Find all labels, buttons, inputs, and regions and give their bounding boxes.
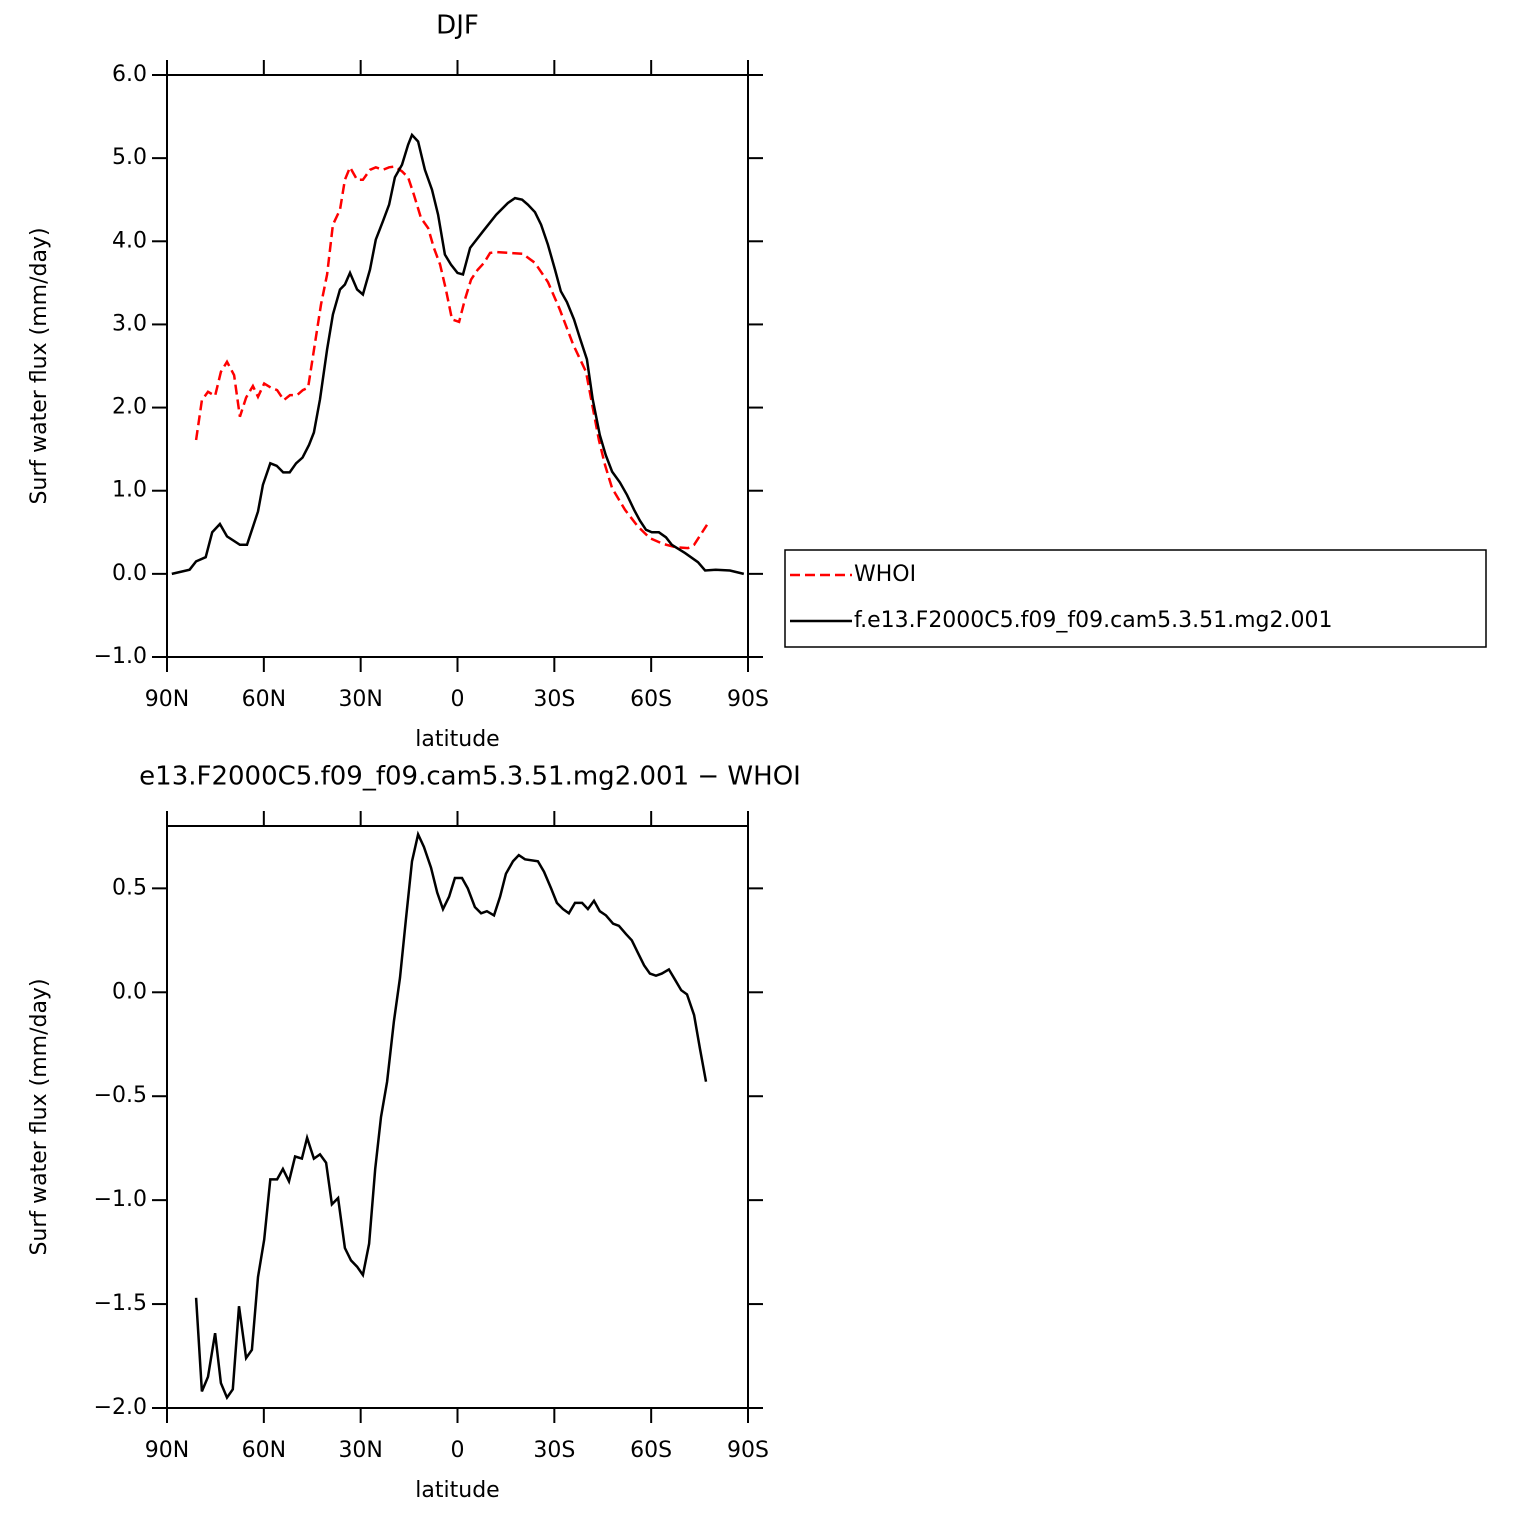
y-tick-label: 1.0: [112, 478, 147, 503]
x-tick-label: 30S: [533, 687, 575, 712]
x-tick-label: 30N: [338, 687, 382, 712]
legend-box: [784, 549, 1487, 648]
y-tick-label: 2.0: [112, 395, 147, 420]
x-tick-label: 60N: [242, 687, 286, 712]
y-tick-label: −1.0: [94, 644, 147, 669]
x-axis-label: latitude: [415, 1478, 499, 1503]
legend-label: f.e13.F2000C5.f09_f09.cam5.3.51.mg2.001: [854, 608, 1332, 633]
x-tick-label: 60S: [630, 1438, 672, 1463]
x-tick-label: 0: [451, 1438, 465, 1463]
y-tick-label: −1.0: [94, 1187, 147, 1212]
x-tick-label: 90N: [145, 1438, 189, 1463]
y-axis-label: Surf water flux (mm/day): [27, 978, 52, 1255]
data-line: [194, 164, 709, 550]
plot-frame: [166, 74, 749, 658]
x-tick-label: 60S: [630, 687, 672, 712]
x-tick-label: 30S: [533, 1438, 575, 1463]
y-tick-label: 5.0: [112, 145, 147, 170]
x-tick-label: 90S: [727, 687, 769, 712]
data-line: [194, 830, 708, 1401]
x-axis-label: latitude: [415, 727, 499, 752]
y-tick-label: −2.0: [94, 1395, 147, 1420]
y-tick-label: 0.5: [112, 875, 147, 900]
x-tick-label: 90S: [727, 1438, 769, 1463]
y-tick-label: 6.0: [112, 62, 147, 87]
data-line: [171, 132, 745, 576]
y-axis-label: Surf water flux (mm/day): [27, 227, 52, 504]
y-tick-label: 4.0: [112, 228, 147, 253]
x-tick-label: 90N: [145, 687, 189, 712]
y-tick-label: 0.0: [112, 561, 147, 586]
y-tick-label: −1.5: [94, 1291, 147, 1316]
legend-label: WHOI: [854, 562, 916, 587]
chart-title: DJF: [436, 11, 479, 41]
x-tick-label: 60N: [242, 1438, 286, 1463]
x-tick-label: 0: [451, 687, 465, 712]
y-tick-label: −0.5: [94, 1083, 147, 1108]
x-tick-label: 30N: [338, 1438, 382, 1463]
y-tick-label: 3.0: [112, 311, 147, 336]
chart-title: e13.F2000C5.f09_f09.cam5.3.51.mg2.001 − …: [139, 762, 801, 792]
y-tick-label: 0.0: [112, 979, 147, 1004]
